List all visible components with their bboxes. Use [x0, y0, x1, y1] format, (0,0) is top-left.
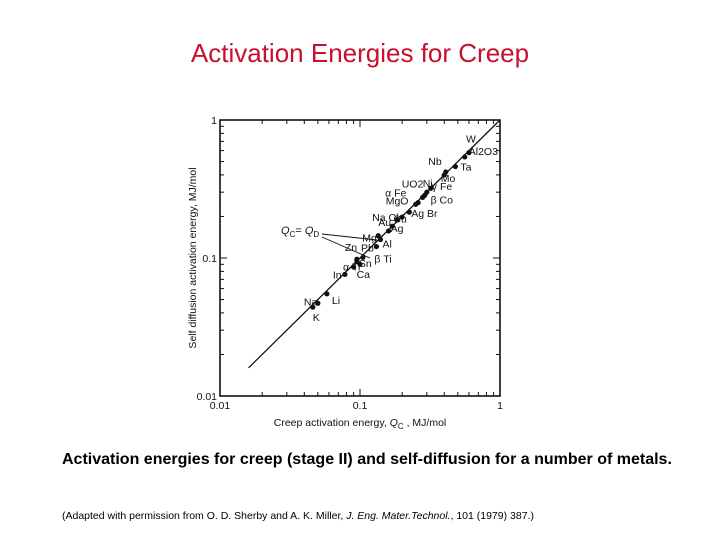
y-tick-label: 0.1 [202, 253, 217, 265]
data-point [377, 236, 384, 243]
point-label: Sn [359, 258, 372, 270]
data-point [350, 264, 357, 270]
point-label: β Co [431, 194, 454, 206]
caption-stage: II [338, 451, 348, 468]
caption-post: ) and self-diffusion for a number of met… [347, 451, 672, 468]
y-axis-label: Self diffusion activation energy, MJ/mol [187, 167, 199, 348]
point-label: K [313, 312, 320, 324]
ticks: 0.01 0.1 1 0.01 0.1 1 [197, 115, 504, 412]
point-label: Ag [391, 223, 404, 235]
line-label-leader-2 [321, 236, 371, 259]
point-label: W [466, 134, 476, 146]
data-point [452, 163, 458, 170]
credit-post: , 101 (1979) 387.) [450, 510, 534, 522]
data-point [354, 256, 360, 262]
point-label: Al2O3 [469, 146, 498, 158]
data-points [310, 150, 472, 310]
y-tick-label: 1 [211, 115, 217, 127]
point-label: α Ti [343, 261, 360, 273]
point-label: Ni [423, 178, 433, 190]
data-point [466, 150, 472, 156]
x-tick-label: 0.1 [353, 400, 368, 412]
caption: Activation energies for creep (stage II)… [62, 450, 682, 470]
point-label: Na Cl [372, 212, 398, 224]
x-tick-label: 0.01 [210, 400, 231, 412]
point-label: In [333, 269, 342, 281]
point-label: Nb [428, 156, 442, 168]
data-point [394, 216, 401, 223]
data-point [310, 304, 316, 310]
point-label: γ Fe [432, 181, 453, 193]
line-label-leader [321, 233, 378, 241]
data-point [373, 243, 380, 250]
data-point [428, 185, 434, 191]
data-point [399, 214, 405, 220]
data-point [342, 271, 348, 278]
data-point [443, 169, 449, 175]
y-tick-label: 0.01 [197, 391, 218, 403]
point-label: UO2 [402, 178, 424, 190]
point-label: Li [332, 295, 340, 307]
credit: (Adapted with permission from O. D. Sher… [62, 510, 702, 522]
data-point [360, 254, 366, 261]
point-label: Ca [357, 269, 371, 281]
point-label: Al [382, 239, 391, 251]
x-axis-label: Creep activation energy, QC , MJ/mol [274, 417, 447, 431]
slide-title: Activation Energies for Creep [190, 38, 530, 68]
data-point [357, 261, 363, 267]
credit-pre: (Adapted with permission from O. D. Sher… [62, 510, 347, 522]
data-point [424, 189, 430, 195]
qc-equals-qd-line [248, 119, 501, 369]
point-label: MgO [386, 195, 409, 207]
caption-pre: Activation energies for creep (stage [62, 451, 339, 468]
point-label: Au [378, 217, 391, 229]
point-label: β Ti [374, 254, 391, 266]
point-label: Mo [441, 173, 456, 185]
point-label: Na [304, 296, 318, 308]
data-point [324, 291, 330, 297]
data-point [462, 154, 468, 160]
point-label: α Fe [385, 188, 406, 200]
data-point [389, 223, 395, 229]
data-point [406, 209, 412, 215]
data-point [375, 233, 381, 239]
data-point [385, 228, 392, 234]
data-point [415, 200, 421, 206]
credit-journal: J. Eng. Mater.Technol. [346, 510, 451, 522]
point-label: Pb [361, 242, 374, 254]
x-tick-label: 1 [497, 400, 503, 412]
line-label: QC= QD [281, 225, 319, 239]
point-label: Mg [362, 233, 377, 245]
point-label: Ta [460, 162, 471, 174]
point-label: Cu [393, 214, 407, 226]
point-label: Ag Br [411, 208, 438, 220]
data-point [315, 300, 321, 306]
